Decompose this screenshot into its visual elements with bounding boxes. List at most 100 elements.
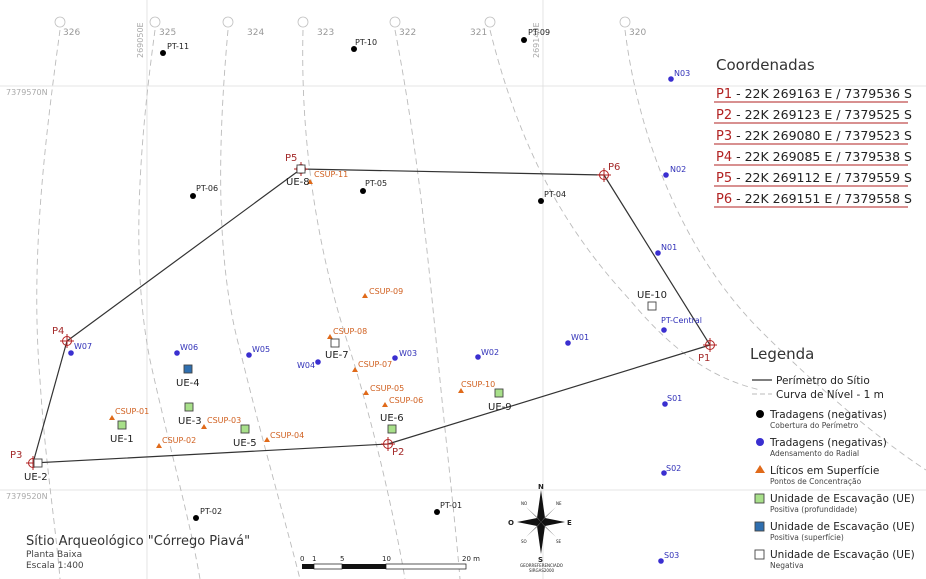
compass-label-e: E (567, 519, 572, 527)
excavation-unit-label-9: UE-9 (488, 402, 512, 413)
coordinate-id-p6: P6 (716, 192, 732, 207)
vertex-marker-p1 (703, 338, 717, 352)
radial-point-w02 (475, 354, 481, 360)
excavation-unit-6 (387, 424, 397, 434)
contour-label-325: 325 (159, 28, 176, 38)
scale-bar-seg-2 (313, 563, 343, 570)
surface-find-07 (352, 367, 358, 372)
coordinate-sep-p3: - (732, 128, 744, 143)
legend-item-5-main: Unidade de Escavação (UE) (770, 521, 915, 533)
radial-point-pt-central (661, 327, 667, 333)
scale-bar-label-5: 5 (340, 555, 344, 563)
surface-find-10 (458, 388, 464, 393)
surface-find-label-01: CSUP-01 (115, 407, 149, 416)
grid-label-northing-bottom: 7379520N (6, 492, 48, 501)
compass-label-so: SO (521, 539, 527, 544)
legend-item-4-main: Unidade de Escavação (UE) (770, 493, 915, 505)
surface-find-06 (382, 402, 388, 407)
vertex-label-p3: P3 (10, 450, 22, 461)
legend-item-1-sub: Cobertura do Perímetro (770, 421, 859, 430)
surface-find-05 (363, 390, 369, 395)
surface-find-label-04: CSUP-04 (270, 431, 304, 440)
surface-finds (109, 179, 464, 448)
pt-label-05: PT-05 (365, 179, 387, 188)
legend-item-3-sub: Pontos de Concentração (770, 477, 862, 486)
excavation-unit-1 (117, 420, 127, 430)
surface-find-11 (307, 179, 313, 184)
compass-needle-o (517, 518, 541, 526)
scale-bar-label-20: 20 m (462, 555, 480, 563)
surface-find-label-06: CSUP-06 (389, 396, 423, 405)
radial-point-w07 (68, 350, 74, 356)
vertex-label-p1: P1 (698, 353, 710, 364)
scale-bar-label-10: 10 (382, 555, 391, 563)
compass-label-n: N (538, 483, 544, 491)
grid-label-northing-top: 7379570N (6, 88, 48, 97)
contour-label-326: 326 (63, 28, 80, 38)
contour-marker-321 (484, 16, 496, 28)
svg-text:P4 - 22K 269085 E / 7379538 S: P4 - 22K 269085 E / 7379538 S (716, 149, 912, 165)
radial-label-n02: N02 (670, 165, 686, 174)
vertex-markers (26, 162, 717, 470)
legend: Legenda Perímetro do Sítio Curva de Níve… (750, 345, 915, 570)
excavation-unit-2 (33, 458, 43, 468)
contour-line-323 (302, 29, 406, 579)
vertex-label-p4: P4 (52, 326, 64, 337)
surface-find-03 (201, 424, 207, 429)
contour-labels (54, 16, 631, 28)
coordinate-value-p4: 22K 269085 E / 7379538 S (745, 149, 912, 164)
radial-point-w03 (392, 355, 398, 361)
pt-point-09 (521, 37, 527, 43)
site-subtitle: Planta Baixa (26, 550, 82, 560)
pt-label-02: PT-02 (200, 507, 222, 516)
surface-find-02 (156, 443, 162, 448)
radial-point-n03 (668, 76, 674, 82)
contour-label-324: 324 (247, 28, 264, 38)
radial-label-s03: S03 (664, 551, 679, 560)
excavation-unit-10 (647, 301, 657, 311)
pt-label-11: PT-11 (167, 42, 189, 51)
legend-ue-negative-swatch (754, 549, 765, 560)
compass-label-s: S (538, 556, 543, 564)
excavation-unit-label-6: UE-6 (380, 413, 404, 424)
compass-label-o: O (508, 519, 514, 527)
contour-label-323: 323 (317, 28, 334, 38)
compass-needle-e (541, 518, 565, 526)
pt-point-06 (190, 193, 196, 199)
contour-marker-323 (297, 16, 309, 28)
legend-contour-label: Curva de Nível - 1 m (776, 389, 884, 401)
pt-point-02 (193, 515, 199, 521)
coordinate-row-p3: P3 - 22K 269080 E / 7379523 S (714, 128, 912, 145)
surface-find-label-02: CSUP-02 (162, 436, 196, 445)
radial-label-n01: N01 (661, 243, 677, 252)
coordinate-value-p2: 22K 269123 E / 7379525 S (745, 107, 912, 122)
radial-label-w05: W05 (252, 345, 270, 354)
compass-rose: N S E O NE NO SE SO GEORREFERENCIADO SIR… (508, 483, 572, 573)
svg-text:P3 - 22K 269080 E / 7379523 S: P3 - 22K 269080 E / 7379523 S (716, 128, 912, 144)
contour-line-320 (624, 29, 926, 471)
vertex-label-p5: P5 (285, 153, 297, 164)
legend-item-2-sub: Adensamento do Radial (770, 449, 859, 458)
surface-find-09 (362, 293, 368, 298)
coordinate-value-p5: 22K 269112 E / 7379559 S (745, 170, 912, 185)
vertex-marker-p4 (60, 334, 74, 348)
radial-point-s02 (661, 470, 667, 476)
excavation-unit-label-10: UE-10 (637, 290, 667, 301)
coordinate-value-p1: 22K 269163 E / 7379536 S (745, 86, 912, 101)
coordinate-row-p2: P2 - 22K 269123 E / 7379525 S (714, 107, 912, 124)
legend-item-3-main: Líticos em Superfície (770, 465, 879, 477)
coordinate-row-p1: P1 - 22K 269163 E / 7379536 S (714, 86, 912, 103)
legend-ue-positive-surface-swatch (754, 521, 765, 532)
compass-note-georef: GEORREFERENCIADO (520, 563, 563, 568)
excavation-units (33, 164, 657, 468)
compass-needle-no (526, 507, 541, 522)
excavation-unit-label-8: UE-8 (286, 177, 310, 188)
coordinate-id-p3: P3 (716, 129, 732, 144)
coordinate-id-p5: P5 (716, 171, 732, 186)
coordinate-id-p1: P1 (716, 87, 732, 102)
scale-bar: 0 1 5 10 20 m (300, 555, 480, 570)
pt-label-10: PT-10 (355, 38, 377, 47)
contour-label-321: 321 (470, 28, 487, 38)
legend-surface-find-swatch (755, 465, 765, 473)
svg-text:P2 - 22K 269123 E / 7379525 S: P2 - 22K 269123 E / 7379525 S (716, 107, 912, 123)
